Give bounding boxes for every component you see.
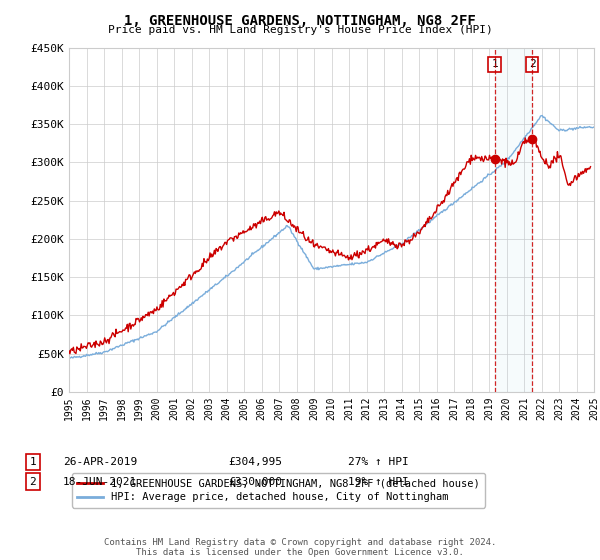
Text: £304,995: £304,995 [228, 457, 282, 467]
Bar [494, 48, 532, 392]
Text: Price paid vs. HM Land Registry's House Price Index (HPI): Price paid vs. HM Land Registry's House … [107, 25, 493, 35]
Text: 1, GREENHOUSE GARDENS, NOTTINGHAM, NG8 2FF: 1, GREENHOUSE GARDENS, NOTTINGHAM, NG8 2… [124, 14, 476, 28]
Text: 1: 1 [29, 457, 37, 467]
Text: Contains HM Land Registry data © Crown copyright and database right 2024.
This d: Contains HM Land Registry data © Crown c… [104, 538, 496, 557]
Text: 1: 1 [491, 59, 498, 69]
Text: 26-APR-2019: 26-APR-2019 [63, 457, 137, 467]
Text: £330,000: £330,000 [228, 477, 282, 487]
Text: 18-JUN-2021: 18-JUN-2021 [63, 477, 137, 487]
Text: 2: 2 [29, 477, 37, 487]
Text: 19% ↑ HPI: 19% ↑ HPI [348, 477, 409, 487]
Text: 2: 2 [529, 59, 536, 69]
Legend: 1, GREENHOUSE GARDENS, NOTTINGHAM, NG8 2FF (detached house), HPI: Average price,: 1, GREENHOUSE GARDENS, NOTTINGHAM, NG8 2… [71, 473, 485, 507]
Text: 27% ↑ HPI: 27% ↑ HPI [348, 457, 409, 467]
